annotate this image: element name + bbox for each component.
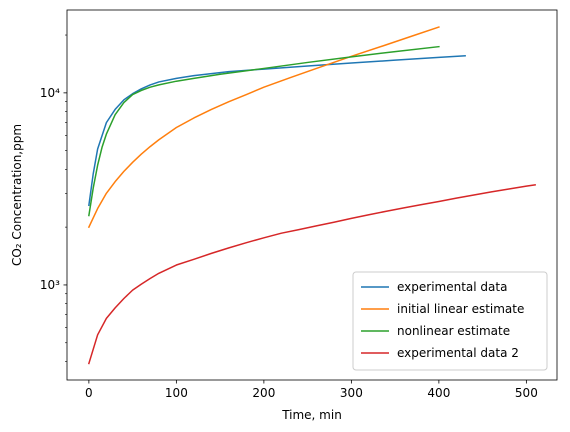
- x-tick-label: 200: [252, 386, 275, 400]
- x-tick-label: 100: [165, 386, 188, 400]
- y-tick-label: 10³: [40, 278, 60, 292]
- series-line-nonlinear-estimate: [88, 45, 440, 217]
- legend-label-initial-linear-estimate: initial linear estimate: [397, 302, 524, 316]
- axes-frame: [66, 9, 558, 381]
- series-line-experimental-data: [88, 54, 466, 207]
- x-tick-label: 400: [427, 386, 450, 400]
- x-tick-label: 0: [85, 386, 93, 400]
- x-tick-label: 500: [515, 386, 538, 400]
- legend-box: [352, 271, 548, 371]
- legend-label-nonlinear-estimate: nonlinear estimate: [397, 324, 510, 338]
- legend-label-experimental-data: experimental data: [397, 280, 507, 294]
- axes: 0 100 200 300 400 500 10³ 10⁴: [40, 9, 558, 400]
- y-axis-label: CO₂ Concentration,ppm: [10, 124, 24, 266]
- y-tick-label: 10⁴: [40, 86, 60, 100]
- series-line-initial-linear-estimate: [87, 26, 440, 229]
- x-tick-label: 300: [340, 386, 363, 400]
- plot-area: [87, 26, 536, 365]
- x-axis-label: Time, min: [281, 408, 342, 422]
- series-line-experimental-data-2: [87, 183, 536, 365]
- legend-label-experimental-data-2: experimental data 2: [397, 346, 519, 360]
- legend: experimental data initial linear estimate…: [352, 271, 548, 371]
- series-group: [87, 26, 536, 365]
